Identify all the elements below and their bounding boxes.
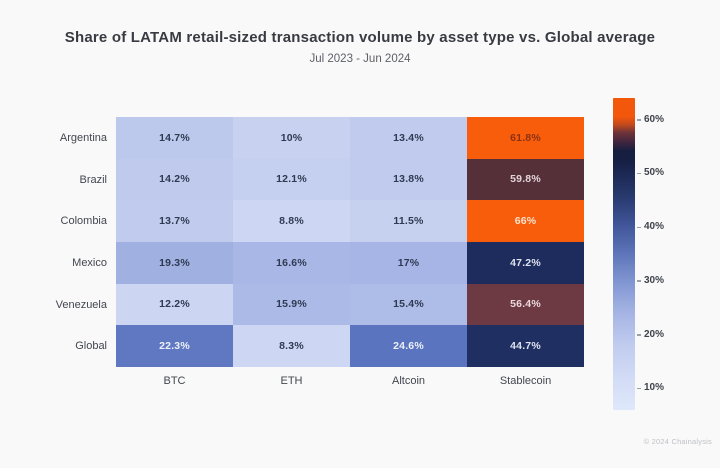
row-labels: Argentina Brazil Colombia Mexico Venezuela Gl…: [0, 117, 107, 367]
colorbar-tick-mark: [637, 119, 641, 121]
heatmap-cell-global-stablecoin[interactable]: 44.7%: [467, 325, 584, 367]
heatmap-cell-colombia-btc[interactable]: 13.7%: [116, 200, 233, 242]
column-label-btc: BTC: [163, 375, 186, 387]
colorbar-tick-label-40: 40%: [644, 221, 665, 233]
colorbar-tick-label-20: 20%: [644, 328, 665, 340]
row-label-mexico: Mexico: [72, 256, 107, 269]
colorbar-gradient: [613, 98, 635, 410]
row-label-venezuela: Venezuela: [55, 298, 107, 311]
heatmap-cell-venezuela-btc[interactable]: 12.2%: [116, 283, 233, 326]
column-label-altcoin: Altcoin: [391, 375, 426, 387]
colorbar-tick-label-30: 30%: [644, 274, 665, 286]
heatmap-cell-global-altcoin[interactable]: 24.6%: [350, 325, 467, 367]
colorbar-tick-mark: [637, 334, 641, 336]
heatmap-cell-argentina-stablecoin[interactable]: 61.8%: [467, 117, 584, 159]
row-label-brazil: Brazil: [79, 173, 107, 186]
heatmap-cell-mexico-eth[interactable]: 16.6%: [233, 242, 350, 284]
colorbar-tick-label-60: 60%: [644, 113, 665, 125]
heatmap-cell-argentina-eth[interactable]: 10%: [233, 117, 350, 159]
colorbar-tick-label-10: 10%: [644, 382, 665, 394]
heatmap-cell-mexico-btc[interactable]: 19.3%: [116, 242, 233, 284]
column-labels: BTC ETH Altcoin Stablecoin: [116, 375, 584, 387]
heatmap-grid: 14.7% 10% 13.4% 61.8% 14.2% 12.1% 13.8% 59.8% 13…: [116, 117, 584, 367]
colorbar-tick-mark: [637, 280, 641, 282]
heatmap-cell-venezuela-altcoin[interactable]: 15.4%: [350, 283, 467, 326]
heatmap-cell-brazil-altcoin[interactable]: 13.8%: [350, 158, 467, 201]
heatmap-cell-venezuela-eth[interactable]: 15.9%: [233, 283, 350, 326]
heatmap-cell-argentina-btc[interactable]: 14.7%: [116, 117, 233, 159]
column-label-eth: ETH: [280, 375, 303, 387]
heatmap-cell-venezuela-stablecoin[interactable]: 56.4%: [467, 283, 584, 326]
attribution-footer: © 2024 Chainalysis: [643, 437, 712, 446]
heatmap-cell-global-btc[interactable]: 22.3%: [116, 325, 233, 367]
heatmap-cell-mexico-stablecoin[interactable]: 47.2%: [467, 242, 584, 284]
row-label-global: Global: [75, 340, 107, 353]
colorbar-tick-mark: [637, 226, 641, 229]
row-label-colombia: Colombia: [60, 215, 107, 228]
chart-title: Share of LATAM retail-sized transaction …: [64, 29, 656, 46]
heatmap-cell-colombia-stablecoin[interactable]: 66%: [467, 200, 584, 242]
colorbar-tick-label-50: 50%: [644, 167, 665, 179]
row-label-argentina: Argentina: [59, 131, 107, 144]
heatmap-cell-colombia-eth[interactable]: 8.8%: [233, 200, 350, 242]
colorbar-tick-mark: [637, 387, 641, 390]
column-label-stablecoin: Stablecoin: [499, 375, 552, 387]
heatmap-cell-argentina-altcoin[interactable]: 13.4%: [350, 117, 467, 159]
chart-subtitle: Jul 2023 - Jun 2024: [309, 53, 411, 65]
heatmap-cell-brazil-stablecoin[interactable]: 59.8%: [467, 158, 584, 201]
colorbar-tick-mark: [637, 172, 641, 175]
heatmap-cell-colombia-altcoin[interactable]: 11.5%: [350, 200, 467, 242]
heatmap-cell-mexico-altcoin[interactable]: 17%: [350, 242, 467, 284]
heatmap-cell-global-eth[interactable]: 8.3%: [233, 325, 350, 367]
heatmap-cell-brazil-eth[interactable]: 12.1%: [233, 158, 350, 201]
heatmap-cell-brazil-btc[interactable]: 14.2%: [116, 158, 233, 201]
